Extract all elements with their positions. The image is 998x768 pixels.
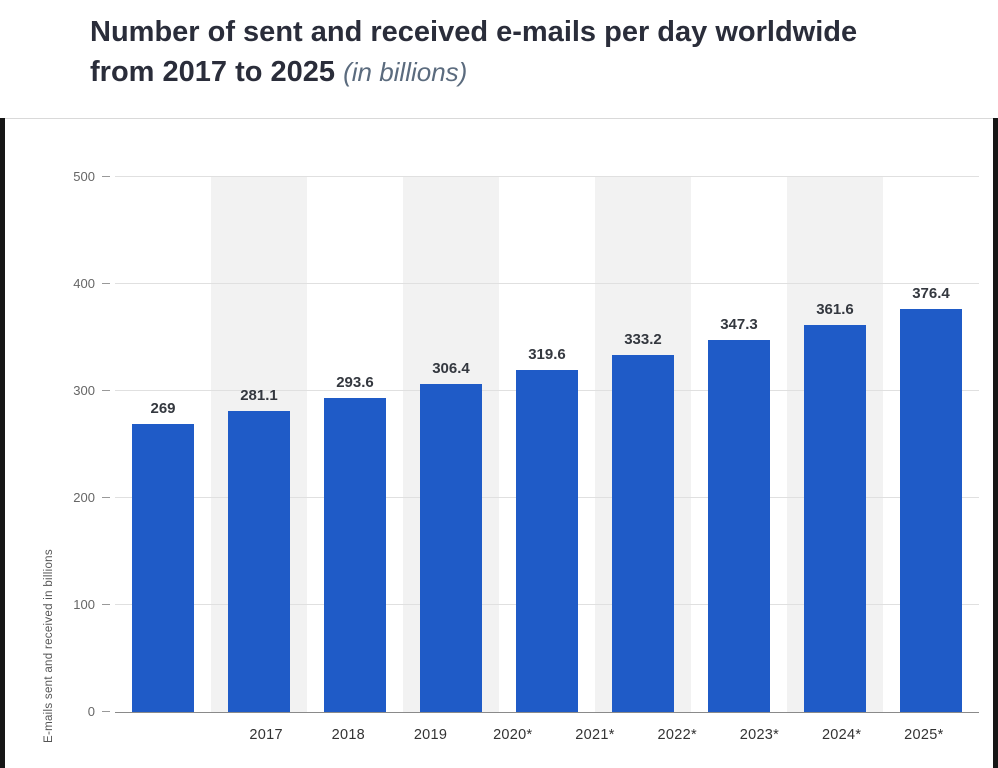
- bar-column: 347.3: [691, 177, 787, 712]
- bar[interactable]: [132, 424, 194, 712]
- bars-layer: 269 281.1 293.6 306.4 319.6 333.2 347.3 361.6 37…: [115, 177, 979, 712]
- y-tick-mark: [102, 283, 110, 284]
- bar[interactable]: [228, 411, 290, 712]
- y-tick-mark: [102, 390, 110, 391]
- y-tick-mark: [102, 604, 110, 605]
- bar-value-label: 333.2: [624, 331, 662, 349]
- bar-column: 319.6: [499, 177, 595, 712]
- bar[interactable]: [612, 355, 674, 712]
- y-tick-label: 200: [73, 490, 95, 505]
- bar-value-label: 281.1: [240, 387, 278, 405]
- chart-title-text: Number of sent and received e-mails per …: [90, 16, 858, 89]
- chart-card: E-mails sent and received in billions 0 1…: [5, 118, 993, 768]
- y-tick-label: 500: [73, 169, 95, 184]
- bar[interactable]: [804, 325, 866, 712]
- bar[interactable]: [900, 309, 962, 712]
- x-tick-label: 2024*: [821, 727, 862, 743]
- bar-column: 281.1: [211, 177, 307, 712]
- bar-value-label: 319.6: [528, 346, 566, 364]
- x-tick-label: 2020*: [493, 727, 533, 743]
- y-tick-mark: [102, 711, 110, 712]
- x-tick-label: 2021*: [575, 727, 615, 743]
- gridline: [115, 283, 979, 284]
- bar-column: 306.4: [403, 177, 499, 712]
- bar-column: 333.2: [595, 177, 691, 712]
- x-tick-label: 2017: [249, 727, 283, 743]
- chart-subtitle: (in billions): [343, 57, 468, 88]
- bar-value-label: 347.3: [720, 316, 758, 334]
- plot-area: 0 100 200 300 400 500 269 281.1 293.6 306.4 319.6…: [73, 169, 979, 719]
- x-tick-label: 2022*: [657, 727, 697, 743]
- gridline: [115, 176, 979, 177]
- y-tick-label: 100: [73, 597, 95, 612]
- bar-value-label: 376.4: [912, 285, 950, 303]
- y-tick-label: 300: [73, 383, 95, 398]
- chart-header: Number of sent and received e-mails per …: [0, 0, 998, 118]
- x-tick-label: 2025*: [904, 727, 944, 743]
- bar-column: 269: [115, 177, 211, 712]
- bar-value-label: 306.4: [432, 360, 470, 378]
- x-tick-label: 2019: [413, 727, 448, 743]
- y-tick-label: 0: [87, 704, 95, 719]
- bar[interactable]: [420, 384, 482, 712]
- bar-column: 293.6: [307, 177, 403, 712]
- x-axis: 2017 2018 2019 2020* 2021* 2022* 2023* 2024* 202…: [225, 727, 965, 743]
- x-tick-label: 2023*: [739, 727, 780, 743]
- bar[interactable]: [516, 370, 578, 712]
- bar-value-label: 361.6: [816, 301, 854, 319]
- y-axis-title: E-mails sent and received in billions: [43, 549, 55, 743]
- bar[interactable]: [324, 397, 386, 712]
- x-tick-label: 2018: [331, 727, 366, 743]
- bar-column: 361.6: [787, 177, 883, 712]
- bar-value-label: 269: [150, 400, 176, 418]
- bar-value-label: 293.6: [336, 373, 374, 391]
- y-tick-label: 400: [73, 276, 95, 291]
- bar[interactable]: [708, 340, 770, 712]
- bar-column: 376.4: [883, 177, 979, 712]
- chart-stage: E-mails sent and received in billions 0 1…: [0, 118, 998, 768]
- y-tick-mark: [102, 176, 110, 177]
- bar-chart: E-mails sent and received in billions 0 1…: [43, 169, 979, 743]
- y-tick-mark: [102, 497, 110, 498]
- chart-title: Number of sent and received e-mails per …: [90, 12, 870, 92]
